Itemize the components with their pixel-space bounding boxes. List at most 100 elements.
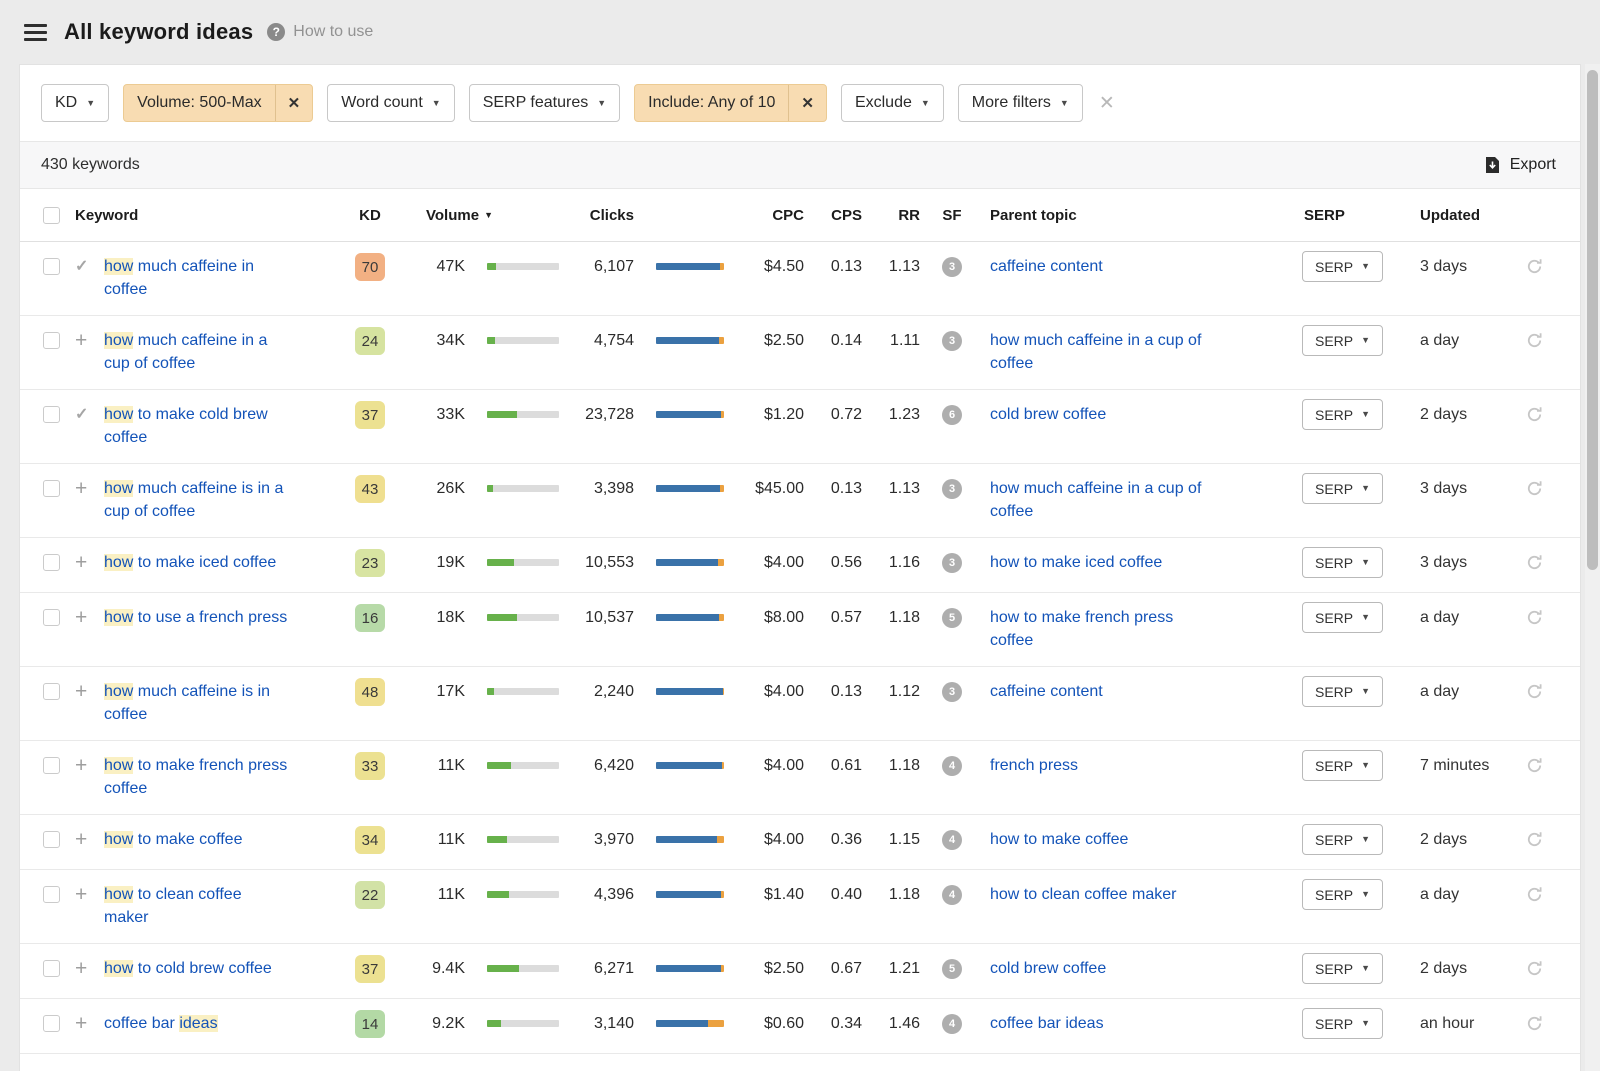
serp-button[interactable]: SERP ▼ <box>1302 750 1384 781</box>
added-check-icon[interactable]: ✓ <box>75 406 89 423</box>
refresh-button[interactable] <box>1526 258 1562 280</box>
add-keyword-icon[interactable]: + <box>75 828 88 851</box>
keyword-link[interactable]: how to use a french press <box>104 609 288 626</box>
serp-button-label: SERP <box>1315 406 1354 423</box>
col-header-cps[interactable]: CPS <box>831 207 862 224</box>
refresh-button[interactable] <box>1526 886 1562 908</box>
export-button[interactable]: Export <box>1484 156 1556 174</box>
col-header-sf[interactable]: SF <box>942 207 962 224</box>
col-header-updated[interactable]: Updated <box>1420 207 1480 224</box>
parent-topic-link[interactable]: cold brew coffee <box>990 406 1107 423</box>
row-checkbox[interactable] <box>43 757 60 774</box>
parent-topic-link[interactable]: how to make french press coffee <box>990 609 1174 649</box>
serp-button[interactable]: SERP ▼ <box>1302 676 1384 707</box>
parent-topic-link[interactable]: how to make coffee <box>990 831 1129 848</box>
serp-button[interactable]: SERP ▼ <box>1302 824 1384 855</box>
serp-button[interactable]: SERP ▼ <box>1302 473 1384 504</box>
serp-button[interactable]: SERP ▼ <box>1302 953 1384 984</box>
keyword-link[interactable]: how to make iced coffee <box>104 554 277 571</box>
added-check-icon[interactable]: ✓ <box>75 258 89 275</box>
row-checkbox[interactable] <box>43 480 60 497</box>
menu-hamburger-icon[interactable] <box>24 23 47 41</box>
serp-button[interactable]: SERP ▼ <box>1302 602 1384 633</box>
refresh-button[interactable] <box>1526 683 1562 705</box>
serp-button[interactable]: SERP ▼ <box>1302 251 1384 282</box>
serp-button[interactable]: SERP ▼ <box>1302 399 1384 430</box>
filter-more[interactable]: More filters ▼ <box>957 84 1083 122</box>
keyword-link[interactable]: how much caffeine in coffee <box>104 258 255 298</box>
keyword-link[interactable]: how to make coffee <box>104 831 243 848</box>
parent-topic-link[interactable]: how to make iced coffee <box>990 554 1163 571</box>
serp-button[interactable]: SERP ▼ <box>1302 325 1384 356</box>
row-checkbox[interactable] <box>43 1015 60 1032</box>
parent-topic-link[interactable]: how much caffeine in a cup of coffee <box>990 480 1202 520</box>
row-checkbox[interactable] <box>43 258 60 275</box>
add-keyword-icon[interactable]: + <box>75 680 88 703</box>
filter-include-clear-icon[interactable]: ✕ <box>788 85 826 121</box>
refresh-button[interactable] <box>1526 480 1562 502</box>
add-keyword-icon[interactable]: + <box>75 551 88 574</box>
refresh-button[interactable] <box>1526 960 1562 982</box>
row-checkbox[interactable] <box>43 886 60 903</box>
keyword-link[interactable]: how much caffeine in a cup of coffee <box>104 332 268 372</box>
add-keyword-icon[interactable]: + <box>75 754 88 777</box>
parent-topic-link[interactable]: caffeine content <box>990 258 1103 275</box>
filter-word-count[interactable]: Word count ▼ <box>327 84 455 122</box>
parent-topic-link[interactable]: how to clean coffee maker <box>990 886 1177 903</box>
serp-button[interactable]: SERP ▼ <box>1302 547 1384 578</box>
refresh-button[interactable] <box>1526 831 1562 853</box>
keyword-link[interactable]: how much caffeine is in a cup of coffee <box>104 480 284 520</box>
add-keyword-icon[interactable]: + <box>75 957 88 980</box>
volume-bar-fill <box>487 614 518 621</box>
col-header-rr[interactable]: RR <box>898 207 920 224</box>
refresh-button[interactable] <box>1526 1015 1562 1037</box>
row-checkbox[interactable] <box>43 683 60 700</box>
col-header-clicks[interactable]: Clicks <box>589 207 634 224</box>
row-checkbox[interactable] <box>43 406 60 423</box>
scrollbar-thumb[interactable] <box>1587 70 1598 570</box>
keyword-link[interactable]: how much caffeine is in coffee <box>104 683 271 723</box>
keyword-link[interactable]: how to cold brew coffee <box>104 960 272 977</box>
clear-all-filters-icon[interactable]: ✕ <box>1098 92 1115 114</box>
row-checkbox[interactable] <box>43 609 60 626</box>
keyword-link[interactable]: how to clean coffee maker <box>104 886 242 926</box>
refresh-button[interactable] <box>1526 609 1562 631</box>
add-keyword-icon[interactable]: + <box>75 883 88 906</box>
col-header-cpc[interactable]: CPC <box>772 207 804 224</box>
vertical-scrollbar[interactable] <box>1585 64 1600 1071</box>
keyword-link[interactable]: how to make french press coffee <box>104 757 288 797</box>
parent-topic-link[interactable]: cold brew coffee <box>990 960 1107 977</box>
refresh-button[interactable] <box>1526 554 1562 576</box>
add-keyword-icon[interactable]: + <box>75 1012 88 1035</box>
col-header-volume[interactable]: Volume ▼ <box>426 189 493 224</box>
how-to-use[interactable]: ? How to use <box>267 23 373 41</box>
filter-exclude[interactable]: Exclude ▼ <box>840 84 944 122</box>
filter-volume-clear-icon[interactable]: ✕ <box>274 85 313 121</box>
add-keyword-icon[interactable]: + <box>75 329 88 352</box>
serp-button[interactable]: SERP ▼ <box>1302 879 1384 910</box>
parent-topic-link[interactable]: coffee bar ideas <box>990 1015 1104 1032</box>
parent-topic-link[interactable]: french press <box>990 757 1079 774</box>
select-all-checkbox[interactable] <box>43 207 60 224</box>
refresh-button[interactable] <box>1526 757 1562 779</box>
row-checkbox[interactable] <box>43 831 60 848</box>
col-header-parent-topic[interactable]: Parent topic <box>990 207 1077 224</box>
row-checkbox[interactable] <box>43 554 60 571</box>
refresh-button[interactable] <box>1526 332 1562 354</box>
keyword-link[interactable]: coffee bar ideas <box>104 1015 218 1032</box>
row-checkbox[interactable] <box>43 960 60 977</box>
filter-kd[interactable]: KD ▼ <box>41 84 110 122</box>
refresh-button[interactable] <box>1526 406 1562 428</box>
filter-serp-features[interactable]: SERP features ▼ <box>468 84 621 122</box>
col-header-kd[interactable]: KD <box>359 207 381 224</box>
filter-include[interactable]: Include: Any of 10 ✕ <box>634 84 827 122</box>
parent-topic-link[interactable]: caffeine content <box>990 683 1103 700</box>
add-keyword-icon[interactable]: + <box>75 477 88 500</box>
add-keyword-icon[interactable]: + <box>75 606 88 629</box>
row-checkbox[interactable] <box>43 332 60 349</box>
serp-button[interactable]: SERP ▼ <box>1302 1008 1384 1039</box>
parent-topic-link[interactable]: how much caffeine in a cup of coffee <box>990 332 1202 372</box>
keyword-link[interactable]: how to make cold brew coffee <box>104 406 268 446</box>
filter-volume[interactable]: Volume: 500-Max ✕ <box>123 84 314 122</box>
col-header-keyword[interactable]: Keyword <box>75 207 139 224</box>
